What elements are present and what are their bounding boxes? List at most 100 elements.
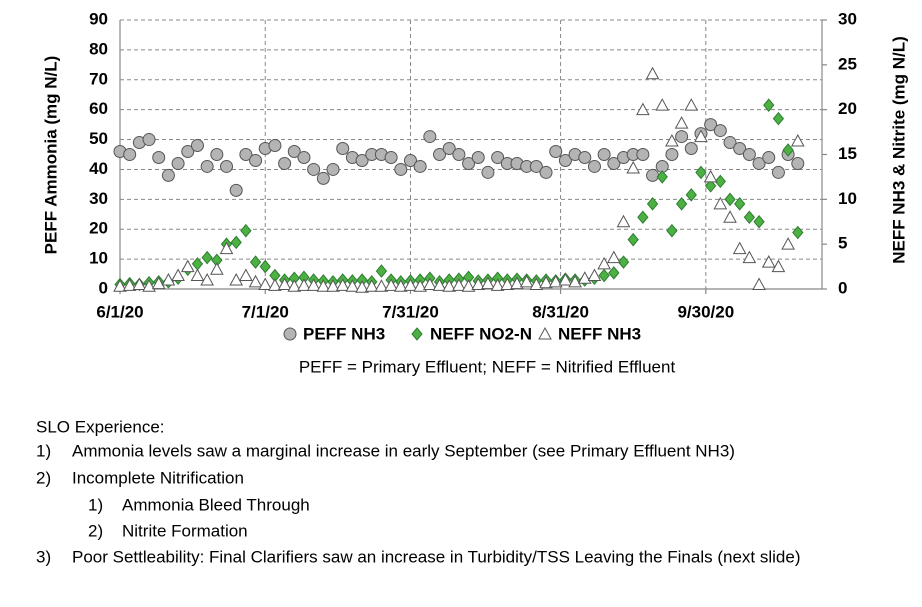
point (210, 148, 224, 161)
point (394, 162, 408, 176)
point (529, 159, 543, 173)
point (491, 150, 505, 164)
point (375, 264, 388, 278)
y-tick-label: 20 (89, 219, 108, 238)
point (297, 278, 311, 291)
point (587, 159, 601, 173)
point (316, 171, 330, 185)
legend-label: NEFF NH3 (558, 324, 641, 343)
point (180, 259, 195, 273)
point (782, 143, 794, 157)
point (393, 279, 408, 292)
point (665, 148, 679, 161)
point (433, 148, 447, 161)
y-axis-label: PEFF Ammonia (mg N/L) (41, 56, 60, 255)
point (723, 136, 737, 150)
point (452, 278, 466, 291)
y-tick-label: 10 (89, 249, 108, 268)
point (239, 268, 253, 282)
point (742, 148, 756, 161)
legend-label: PEFF NH3 (303, 324, 385, 343)
x-tick-label: 9/30/20 (677, 302, 734, 321)
point (548, 274, 563, 288)
point (713, 124, 727, 138)
point (161, 168, 175, 182)
point (733, 142, 747, 156)
point (248, 274, 263, 288)
notes-heading: SLO Experience: (36, 417, 165, 436)
point (287, 279, 302, 292)
point (229, 272, 244, 286)
point (637, 210, 649, 225)
point (578, 150, 592, 164)
point (684, 142, 698, 156)
point (646, 168, 660, 182)
point (626, 160, 641, 174)
point (763, 98, 775, 112)
point (558, 153, 572, 167)
point (201, 250, 213, 265)
point (500, 277, 515, 291)
point (655, 98, 670, 111)
point (200, 159, 214, 173)
point (577, 271, 592, 284)
point (791, 156, 805, 170)
point (171, 156, 185, 170)
point (636, 102, 650, 116)
point (665, 134, 679, 147)
point (761, 255, 776, 268)
point (519, 274, 534, 288)
x-tick-label: 6/1/20 (96, 302, 143, 321)
point (462, 156, 476, 170)
point (481, 165, 495, 179)
point (781, 237, 795, 250)
point (627, 232, 639, 247)
point (423, 130, 437, 144)
point (792, 225, 804, 240)
list-text: Nitrite Formation (122, 521, 248, 540)
list-text: Ammonia levels saw a marginal increase i… (72, 441, 735, 460)
list-marker: 2) (36, 468, 51, 487)
point (549, 145, 563, 159)
legend-marker (411, 327, 423, 341)
list-text: Ammonia Bleed Through (122, 495, 310, 514)
point (219, 241, 234, 255)
point (616, 214, 631, 228)
point (249, 255, 262, 269)
point (597, 256, 611, 270)
point (142, 279, 156, 292)
point (790, 134, 805, 147)
point (471, 277, 486, 291)
list-marker: 1) (36, 441, 51, 460)
point (461, 279, 476, 292)
point (132, 277, 147, 291)
point (277, 277, 292, 291)
y2-tick-label: 30 (838, 9, 857, 28)
point (471, 150, 485, 164)
point (220, 159, 234, 173)
y2-tick-label: 25 (838, 54, 857, 73)
point (306, 278, 321, 291)
y2-tick-label: 10 (838, 189, 857, 208)
point (606, 250, 621, 264)
point (666, 223, 678, 238)
point (113, 279, 127, 292)
point (442, 142, 456, 156)
point (122, 278, 137, 291)
point (278, 156, 292, 170)
point (287, 145, 301, 159)
y-tick-label: 60 (89, 99, 108, 118)
y-tick-label: 30 (89, 189, 108, 208)
point (259, 259, 271, 274)
y2-tick-label: 0 (838, 278, 847, 297)
point (190, 268, 205, 282)
point (384, 150, 398, 164)
point (587, 268, 602, 282)
point (374, 279, 389, 292)
point (510, 276, 524, 290)
point (142, 133, 156, 147)
point (364, 279, 379, 292)
y2-tick-label: 15 (838, 144, 857, 163)
x-tick-label: 8/31/20 (532, 302, 589, 321)
